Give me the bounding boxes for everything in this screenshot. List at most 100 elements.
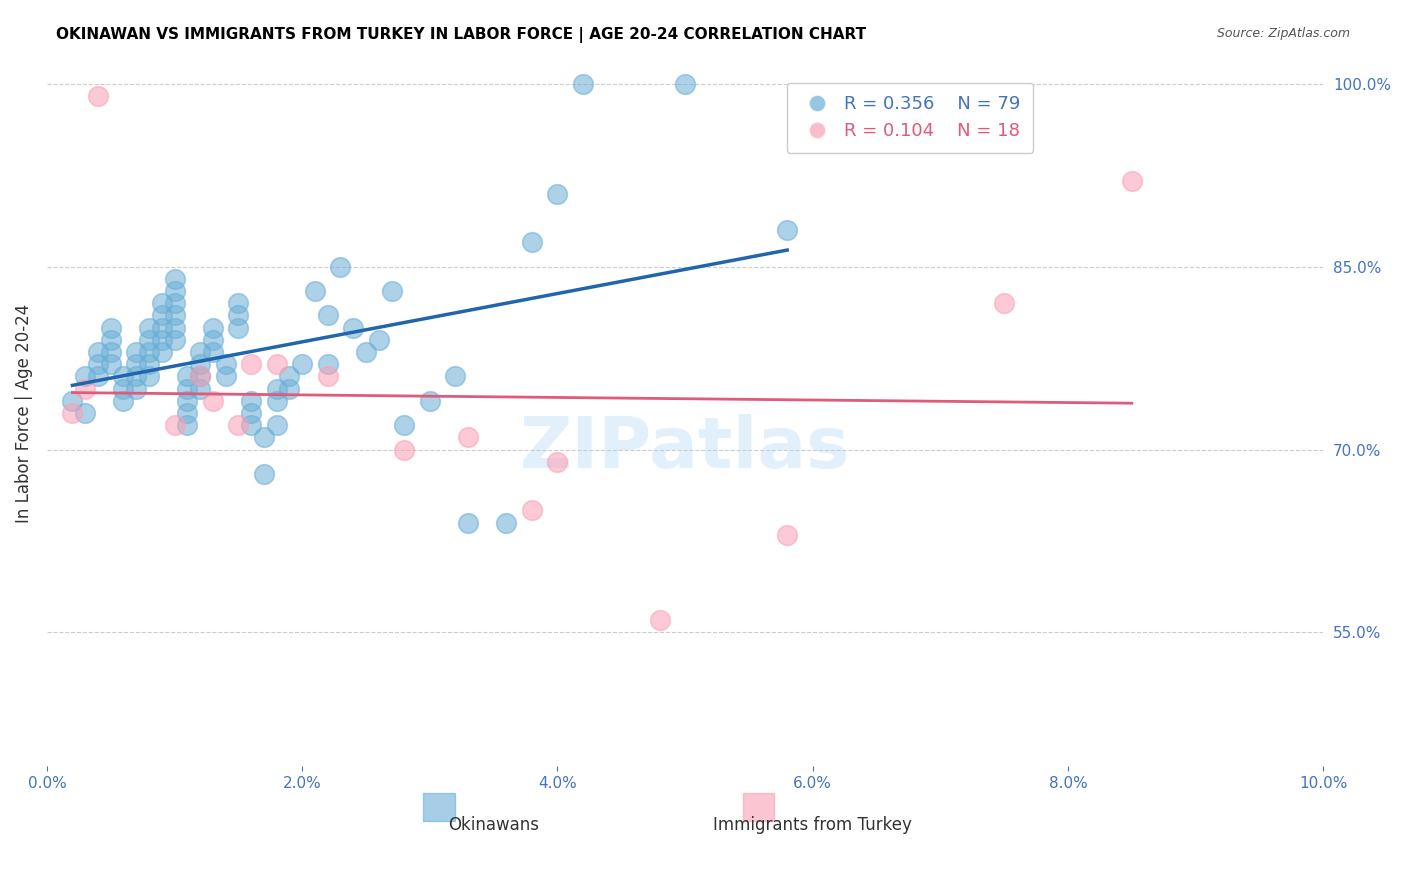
Point bbox=[380, 284, 402, 298]
Point bbox=[214, 357, 236, 371]
Point bbox=[240, 357, 263, 371]
Point bbox=[87, 345, 110, 359]
Point bbox=[150, 320, 173, 334]
Point bbox=[673, 77, 696, 91]
Point bbox=[266, 393, 288, 408]
Point bbox=[457, 430, 479, 444]
Point bbox=[125, 382, 148, 396]
Point bbox=[240, 393, 263, 408]
Point bbox=[75, 406, 97, 420]
Point bbox=[329, 260, 352, 274]
Point bbox=[993, 296, 1015, 310]
Point bbox=[87, 89, 110, 103]
Point bbox=[163, 333, 186, 347]
Point bbox=[228, 418, 250, 433]
Point bbox=[176, 418, 198, 433]
Point bbox=[100, 320, 122, 334]
Point bbox=[150, 333, 173, 347]
Point bbox=[367, 333, 389, 347]
Point bbox=[100, 345, 122, 359]
Bar bbox=[742, 793, 775, 822]
Point bbox=[125, 345, 148, 359]
Point bbox=[138, 320, 160, 334]
Point bbox=[394, 418, 416, 433]
Point bbox=[266, 418, 288, 433]
Point bbox=[138, 345, 160, 359]
Point bbox=[520, 503, 543, 517]
Point bbox=[176, 406, 198, 420]
Point bbox=[457, 516, 479, 530]
Point bbox=[214, 369, 236, 384]
Legend: R = 0.356    N = 79, R = 0.104    N = 18: R = 0.356 N = 79, R = 0.104 N = 18 bbox=[786, 83, 1033, 153]
Point bbox=[176, 369, 198, 384]
Point bbox=[163, 284, 186, 298]
Point bbox=[176, 382, 198, 396]
Point bbox=[240, 406, 263, 420]
Point bbox=[228, 309, 250, 323]
Point bbox=[188, 357, 211, 371]
Point bbox=[354, 345, 377, 359]
Point bbox=[87, 357, 110, 371]
Point bbox=[112, 393, 135, 408]
Point bbox=[278, 369, 301, 384]
Bar bbox=[423, 793, 456, 822]
Point bbox=[316, 357, 339, 371]
Text: Source: ZipAtlas.com: Source: ZipAtlas.com bbox=[1216, 27, 1350, 40]
Point bbox=[163, 418, 186, 433]
Point bbox=[201, 393, 224, 408]
Point bbox=[520, 235, 543, 250]
Point bbox=[62, 393, 84, 408]
Point bbox=[163, 309, 186, 323]
Point bbox=[188, 382, 211, 396]
Point bbox=[201, 333, 224, 347]
Point bbox=[444, 369, 467, 384]
Point bbox=[163, 320, 186, 334]
Point bbox=[419, 393, 441, 408]
Point bbox=[648, 613, 671, 627]
Point bbox=[776, 528, 799, 542]
Point bbox=[176, 393, 198, 408]
Point bbox=[291, 357, 314, 371]
Point bbox=[138, 357, 160, 371]
Point bbox=[266, 357, 288, 371]
Point bbox=[201, 320, 224, 334]
Point bbox=[228, 296, 250, 310]
Point bbox=[125, 357, 148, 371]
Point bbox=[163, 272, 186, 286]
Point bbox=[163, 296, 186, 310]
Point bbox=[572, 77, 595, 91]
Point bbox=[100, 357, 122, 371]
Point bbox=[188, 369, 211, 384]
Point bbox=[342, 320, 364, 334]
Text: Immigrants from Turkey: Immigrants from Turkey bbox=[713, 816, 912, 834]
Point bbox=[253, 467, 276, 481]
Point bbox=[62, 406, 84, 420]
Point bbox=[201, 345, 224, 359]
Point bbox=[240, 418, 263, 433]
Point bbox=[112, 382, 135, 396]
Point bbox=[278, 382, 301, 396]
Point bbox=[266, 382, 288, 396]
Point bbox=[112, 369, 135, 384]
Point bbox=[100, 333, 122, 347]
Point bbox=[150, 345, 173, 359]
Point bbox=[394, 442, 416, 457]
Text: Okinawans: Okinawans bbox=[449, 816, 538, 834]
Point bbox=[495, 516, 517, 530]
Point bbox=[316, 369, 339, 384]
Text: ZIPatlas: ZIPatlas bbox=[520, 414, 851, 483]
Point bbox=[138, 333, 160, 347]
Point bbox=[228, 320, 250, 334]
Point bbox=[138, 369, 160, 384]
Point bbox=[75, 369, 97, 384]
Point bbox=[150, 296, 173, 310]
Text: OKINAWAN VS IMMIGRANTS FROM TURKEY IN LABOR FORCE | AGE 20-24 CORRELATION CHART: OKINAWAN VS IMMIGRANTS FROM TURKEY IN LA… bbox=[56, 27, 866, 43]
Point bbox=[87, 369, 110, 384]
Point bbox=[188, 369, 211, 384]
Point bbox=[253, 430, 276, 444]
Point bbox=[188, 345, 211, 359]
Point bbox=[125, 369, 148, 384]
Y-axis label: In Labor Force | Age 20-24: In Labor Force | Age 20-24 bbox=[15, 303, 32, 523]
Point bbox=[304, 284, 326, 298]
Point bbox=[150, 309, 173, 323]
